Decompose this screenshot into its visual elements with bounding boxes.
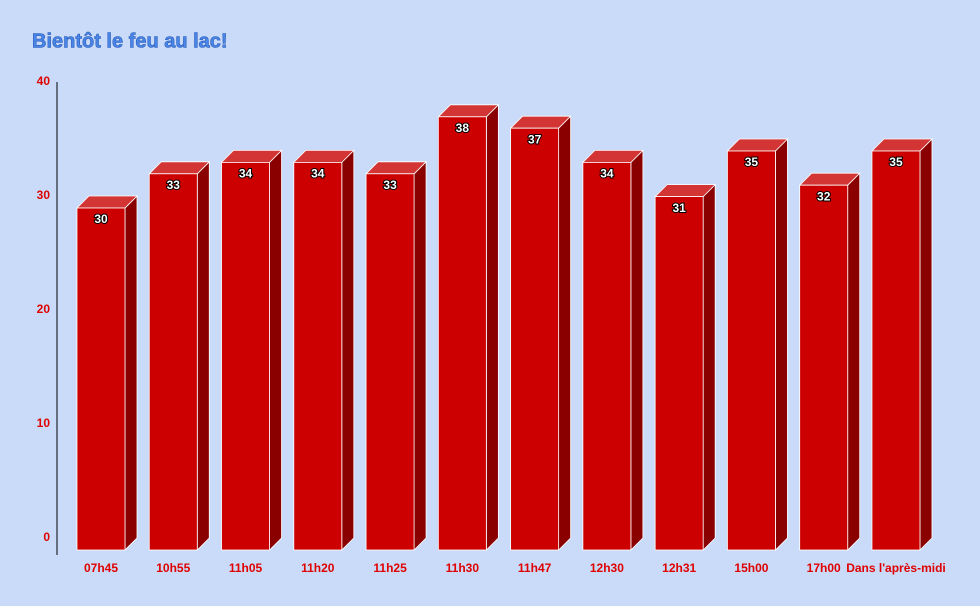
value-label: 34 (311, 167, 325, 181)
value-label: 35 (889, 155, 903, 169)
bar-side (919, 138, 933, 551)
x-tick-label: 10h55 (156, 561, 190, 575)
bar-side (269, 149, 282, 551)
y-tick-label: 0 (43, 530, 50, 544)
bar (365, 173, 415, 551)
bar-side (558, 115, 572, 551)
value-label: 31 (672, 201, 686, 215)
bar-side (702, 183, 716, 551)
bar-side (485, 103, 499, 551)
bar-side (413, 160, 427, 551)
bar (76, 207, 126, 551)
y-tick-label: 40 (37, 74, 51, 88)
bar (221, 161, 270, 551)
bar (510, 127, 560, 551)
x-tick-label: 11h25 (373, 561, 407, 575)
x-tick-label: Dans l'après-midi (846, 561, 946, 575)
x-tick-label: 17h00 (807, 561, 841, 575)
chart-title: Bientôt le feu au lac! (32, 30, 228, 52)
bar (654, 196, 704, 551)
bar (293, 161, 343, 551)
y-tick-label: 10 (37, 416, 51, 430)
value-label: 33 (167, 178, 181, 192)
bar-side (775, 138, 788, 551)
bar (727, 150, 776, 551)
value-label: 34 (600, 167, 614, 181)
value-label: 37 (528, 132, 542, 146)
x-tick-label: 15h00 (734, 561, 768, 575)
value-label: 32 (817, 189, 831, 203)
x-tick-label: 12h31 (662, 561, 696, 575)
bar-side (847, 172, 861, 551)
x-tick-label: 11h05 (229, 561, 263, 575)
x-tick-label: 11h30 (446, 561, 480, 575)
x-tick-label: 12h30 (590, 561, 624, 575)
x-tick-label: 07h45 (84, 561, 118, 575)
value-label: 35 (745, 155, 759, 169)
bar-side (124, 195, 138, 551)
value-label: 38 (456, 121, 470, 135)
bar-side (341, 149, 355, 551)
bar (148, 173, 198, 551)
bar (437, 116, 487, 551)
bar (799, 184, 849, 551)
x-tick-label: 11h20 (301, 561, 335, 575)
y-tick-label: 30 (37, 188, 51, 202)
bar-side (196, 160, 210, 551)
bar (871, 150, 921, 551)
bar-side (630, 149, 644, 551)
value-label: 34 (239, 167, 253, 181)
bar (582, 161, 632, 551)
value-label: 33 (383, 178, 397, 192)
value-label: 30 (94, 212, 108, 226)
x-tick-label: 11h47 (518, 561, 552, 575)
y-tick-label: 20 (37, 302, 51, 316)
